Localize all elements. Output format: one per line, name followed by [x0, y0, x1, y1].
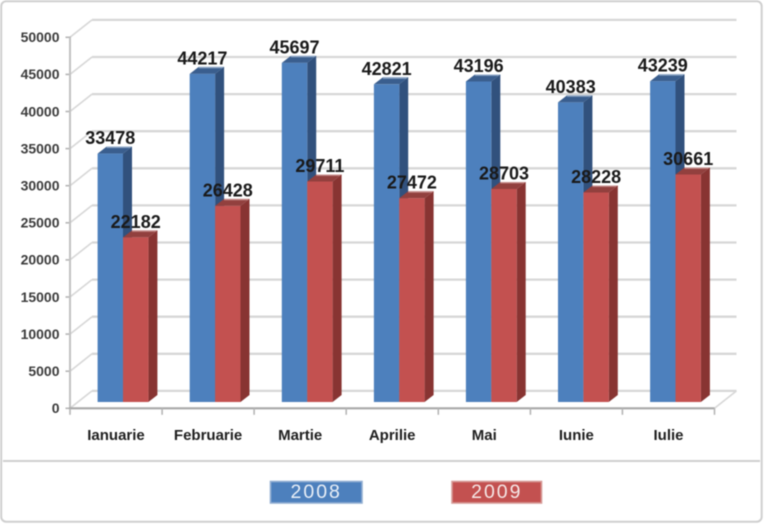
svg-text:Februarie: Februarie [174, 427, 242, 444]
svg-text:15000: 15000 [21, 289, 60, 305]
svg-text:Iulie: Iulie [653, 427, 683, 444]
svg-text:43196: 43196 [454, 56, 504, 76]
svg-text:26428: 26428 [203, 180, 253, 200]
svg-text:45697: 45697 [269, 37, 319, 57]
svg-text:40000: 40000 [21, 103, 60, 119]
svg-text:Ianuarie: Ianuarie [87, 427, 145, 444]
svg-text:33478: 33478 [85, 128, 135, 148]
svg-text:45000: 45000 [21, 66, 60, 82]
svg-text:5000: 5000 [28, 363, 59, 379]
svg-text:50000: 50000 [21, 29, 60, 45]
svg-text:40383: 40383 [546, 77, 596, 97]
svg-text:27472: 27472 [387, 173, 437, 193]
svg-text:Mai: Mai [472, 427, 497, 444]
svg-text:28228: 28228 [571, 167, 621, 187]
svg-text:20000: 20000 [21, 252, 60, 268]
svg-text:2009: 2009 [471, 481, 522, 503]
svg-text:0: 0 [52, 400, 60, 416]
svg-text:10000: 10000 [21, 326, 60, 342]
svg-text:22182: 22182 [111, 212, 161, 232]
svg-text:Aprilie: Aprilie [369, 427, 416, 444]
svg-text:Iunie: Iunie [559, 427, 594, 444]
svg-text:29711: 29711 [295, 156, 344, 176]
svg-text:30661: 30661 [663, 149, 713, 169]
svg-text:2008: 2008 [291, 481, 342, 503]
svg-text:42821: 42821 [362, 59, 412, 79]
svg-text:44217: 44217 [177, 48, 227, 68]
svg-text:30000: 30000 [21, 178, 60, 194]
svg-text:35000: 35000 [21, 140, 60, 156]
svg-text:Martie: Martie [278, 427, 322, 444]
svg-text:28703: 28703 [479, 164, 529, 184]
svg-text:43239: 43239 [638, 56, 688, 76]
svg-text:25000: 25000 [21, 215, 60, 231]
